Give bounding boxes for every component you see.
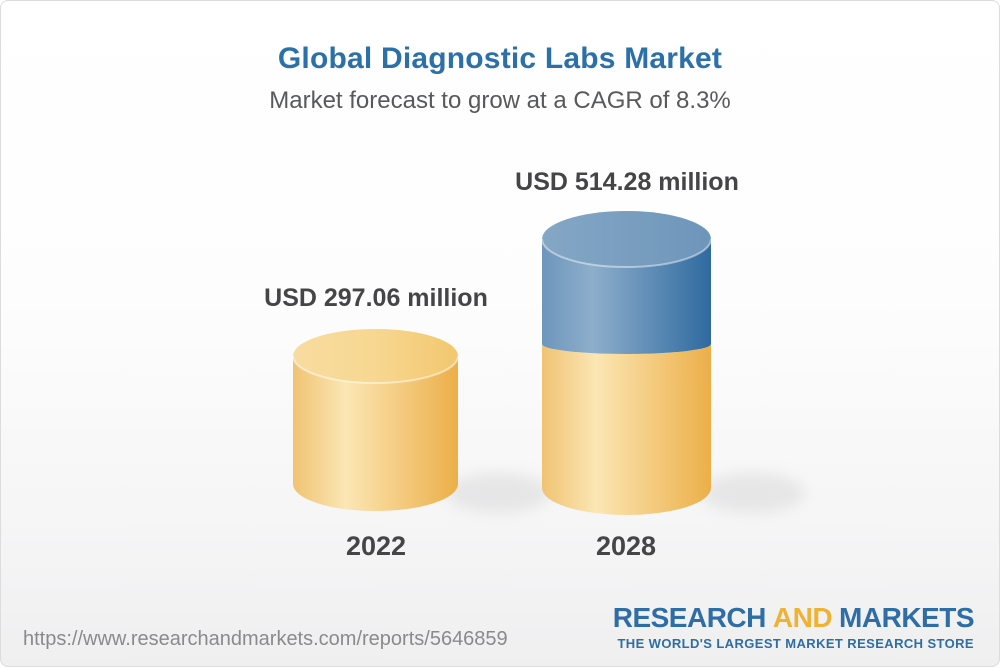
bar-2028-growth-segment xyxy=(542,239,711,354)
chart-subtitle: Market forecast to grow at a CAGR of 8.3… xyxy=(269,87,731,114)
report-url: https://www.researchandmarkets.com/repor… xyxy=(23,628,508,650)
value-label-2022: USD 297.06 million xyxy=(264,284,488,312)
logo-word-research: RESEARCH xyxy=(612,602,767,633)
category-label-2022: 2022 xyxy=(345,531,407,561)
research-and-markets-logo: RESEARCH AND MARKETS THE WORLD'S LARGEST… xyxy=(612,602,975,651)
category-label-2028: 2028 xyxy=(595,531,657,561)
logo-wordmark: RESEARCH AND MARKETS xyxy=(612,602,975,634)
bar-2028-base-segment xyxy=(542,344,711,515)
bar-2022-shadow xyxy=(446,473,550,513)
chart-title: Global Diagnostic Labs Market xyxy=(277,42,723,75)
logo-word-markets: MARKETS xyxy=(839,602,974,633)
value-label-2028: USD 514.28 million xyxy=(515,168,739,196)
bar-2028-cylinder xyxy=(541,211,712,515)
logo-word-and: AND xyxy=(772,602,833,633)
bar-2022-cylinder xyxy=(292,329,459,511)
bar-2028-shadow xyxy=(701,473,805,513)
logo-tagline: THE WORLD'S LARGEST MARKET RESEARCH STOR… xyxy=(617,635,974,651)
